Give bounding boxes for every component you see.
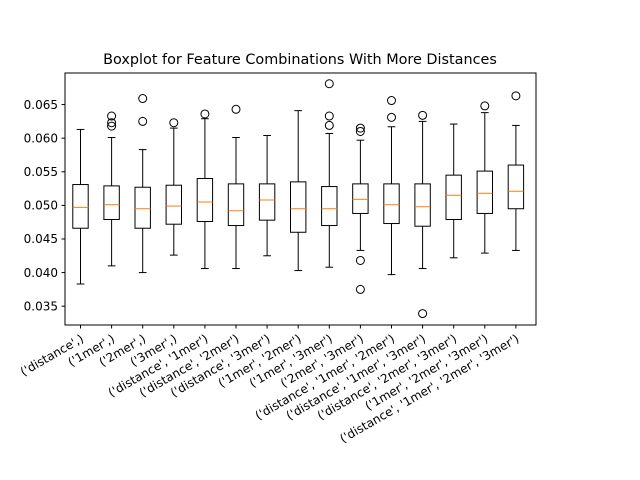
outlier-point — [324, 120, 334, 130]
y-tick-label: 0.050 — [24, 199, 58, 213]
box — [414, 183, 431, 227]
box — [445, 174, 462, 220]
box — [476, 170, 494, 214]
outlier-point — [355, 255, 365, 265]
outlier-point — [324, 79, 334, 89]
outlier-point — [169, 118, 179, 128]
outlier-point — [107, 111, 117, 121]
outlier-point — [200, 109, 210, 119]
y-tick-label: 0.055 — [24, 165, 58, 179]
box — [321, 186, 338, 227]
outlier-point — [418, 309, 428, 319]
axes-frame — [64, 72, 537, 326]
outlier-point — [231, 104, 241, 114]
outlier-point — [138, 116, 148, 126]
box — [196, 178, 214, 223]
chart-title: Boxplot for Feature Combinations With Mo… — [103, 52, 497, 68]
outlier-point — [355, 284, 365, 294]
outlier-point — [355, 123, 365, 133]
box — [134, 186, 151, 229]
outlier-point — [511, 91, 521, 101]
outlier-point — [138, 94, 148, 104]
outlier-point — [324, 111, 334, 121]
box — [258, 183, 276, 221]
y-tick-label: 0.065 — [24, 98, 58, 112]
y-tick-label: 0.035 — [24, 299, 58, 313]
box — [290, 181, 307, 233]
outlier-point — [387, 96, 396, 106]
box — [352, 183, 369, 214]
box — [507, 164, 525, 210]
outlier-point — [107, 118, 117, 128]
outlier-point — [387, 112, 396, 122]
outlier-point — [480, 101, 490, 111]
box — [383, 183, 400, 225]
y-tick-label: 0.045 — [24, 232, 58, 246]
outlier-point — [418, 110, 428, 120]
outlier-point — [107, 121, 117, 131]
box — [103, 185, 120, 220]
box — [227, 183, 245, 227]
y-tick-label: 0.040 — [24, 266, 58, 280]
box — [165, 184, 183, 225]
outlier-point — [355, 126, 365, 136]
box — [72, 184, 89, 229]
y-tick-label: 0.060 — [24, 131, 58, 145]
